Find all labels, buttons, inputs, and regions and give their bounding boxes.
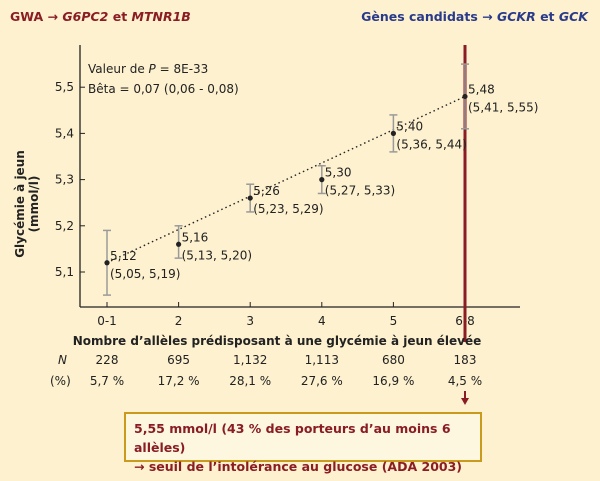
x-tick-label: 0-1 — [97, 314, 117, 328]
y-tick-label: 5,3 — [55, 173, 74, 187]
gene-gck: GCK — [558, 9, 588, 24]
n-cell: 183 — [454, 353, 477, 367]
x-tick-label: 2 — [175, 314, 183, 328]
gwa-prefix: GWA → — [10, 9, 58, 24]
gene-conjunction: et — [112, 9, 128, 24]
data-point — [462, 93, 468, 100]
pct-row-label: (%) — [50, 374, 71, 388]
point-value-label: 5,16 — [182, 230, 209, 244]
point-value-label: 5,48 — [468, 82, 495, 96]
x-tick-label: 5 — [390, 314, 398, 328]
threshold-note: 5,55 mmol/l (43 % des porteurs d’au moin… — [124, 412, 482, 474]
pct-cell: 27,6 % — [301, 374, 343, 388]
gene-g6pc2: G6PC2 — [62, 9, 109, 24]
n-cell: 228 — [96, 353, 119, 367]
gene-gckr: GCKR — [496, 9, 536, 24]
data-marks: 5,12 (5,05, 5,19) 5,16 (5,13, 5,20) 5,26 (5,2… — [103, 63, 538, 296]
ci-label: (5,36, 5,44) — [396, 137, 466, 151]
note-line-2: → seuil de l’intolérance au glucose (ADA… — [134, 459, 462, 474]
data-point — [104, 260, 110, 266]
n-cell: 1,132 — [233, 353, 267, 367]
data-point — [390, 130, 396, 136]
trend-line — [106, 95, 466, 264]
pct-cell: 28,1 % — [229, 374, 271, 388]
beta-text: Bêta = 0,07 (0,06 - 0,08) — [88, 82, 239, 96]
n-cell: 695 — [167, 353, 190, 367]
data-point — [176, 241, 182, 247]
pct-cell: 4,5 % — [448, 374, 482, 388]
point-value-label: 5,40 — [396, 119, 423, 133]
candidate-genes-label: Gènes candidats → GCKR et GCK — [361, 9, 588, 24]
data-point — [319, 177, 325, 183]
ci-label: (5,27, 5,33) — [325, 184, 395, 198]
down-arrow-icon — [461, 398, 469, 405]
gene-conjunction-2: et — [540, 9, 555, 24]
note-line-1: 5,55 mmol/l (43 % des porteurs d’au moin… — [134, 421, 451, 455]
ci-label: (5,13, 5,20) — [182, 248, 252, 262]
point-value-label: 5,12 — [110, 249, 137, 263]
y-tick-label: 5,2 — [55, 219, 74, 233]
ci-label: (5,41, 5,55) — [468, 100, 538, 114]
y-tick-label: 5,5 — [55, 80, 74, 94]
y-tick-label: 5,1 — [55, 265, 74, 279]
candidate-prefix: Gènes candidats → — [361, 9, 493, 24]
pct-cell: 5,7 % — [90, 374, 124, 388]
point-value-label: 5,30 — [325, 166, 352, 180]
y-tick-label: 5,4 — [55, 126, 74, 140]
data-point — [247, 195, 253, 201]
gwa-genes-label: GWA → G6PC2 et MTNR1B — [10, 9, 191, 24]
ci-label: (5,23, 5,29) — [253, 202, 323, 216]
n-cell: 1,113 — [305, 353, 339, 367]
x-axis-label: Nombre d’allèles prédisposant à une glyc… — [73, 334, 482, 348]
point-value-label: 5,26 — [253, 184, 280, 198]
ci-label: (5,05, 5,19) — [110, 267, 180, 281]
x-tick-label: 3 — [246, 314, 254, 328]
pct-cell: 17,2 % — [158, 374, 200, 388]
n-row-label: N — [58, 353, 67, 367]
pvalue-text: Valeur de P = 8E-33 — [88, 62, 208, 76]
pct-cell: 16,9 % — [372, 374, 414, 388]
x-tick-label: 4 — [318, 314, 326, 328]
gene-mtnr1b: MTNR1B — [131, 9, 191, 24]
n-cell: 680 — [382, 353, 405, 367]
table-cells: 228 695 1,132 1,113 680 183 5,7 % 17,2 % 28,1 % 2… — [90, 353, 482, 405]
